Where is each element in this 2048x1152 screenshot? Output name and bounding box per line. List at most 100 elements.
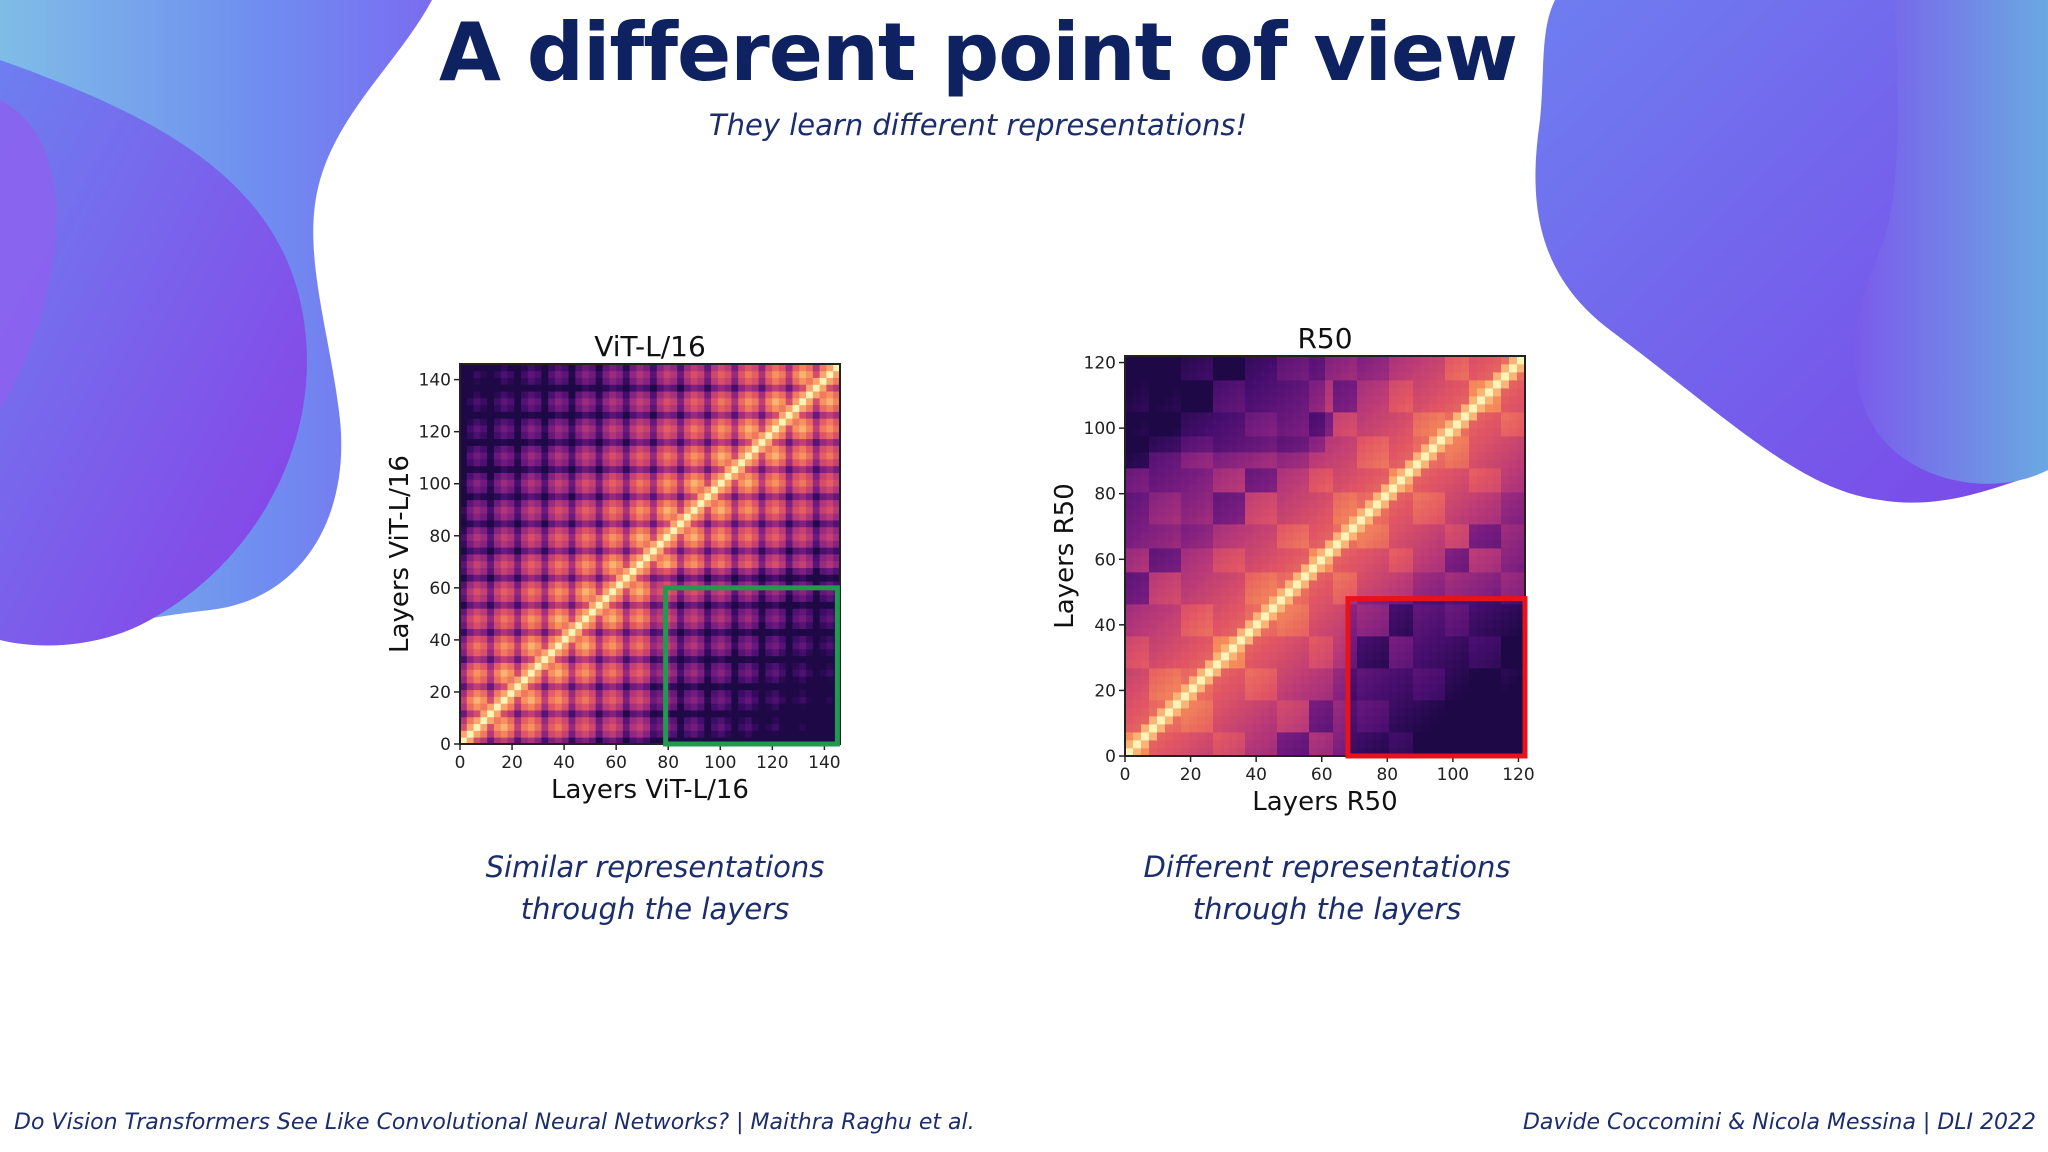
heatmap-cell [704, 391, 712, 399]
heatmap-cell [683, 425, 692, 433]
heatmap-cell [473, 608, 481, 616]
heatmap-cell [792, 689, 800, 697]
heatmap-cell [561, 621, 569, 630]
heatmap-cell [819, 479, 827, 487]
heatmap-cell [1221, 564, 1230, 573]
heatmap-cell [717, 438, 726, 446]
heatmap-cell [765, 703, 773, 711]
heatmap-cell [588, 682, 597, 691]
heatmap-cell [548, 431, 556, 440]
heatmap-cell [1157, 564, 1166, 573]
heatmap-cell [555, 472, 563, 480]
heatmap-cell [1341, 668, 1350, 677]
heatmap-cell [745, 574, 753, 582]
heatmap-cell [622, 452, 631, 460]
heatmap-cell [1221, 372, 1230, 381]
heatmap-cell [731, 506, 739, 514]
heatmap-cell [1389, 732, 1398, 741]
heatmap-cell [568, 391, 576, 399]
heatmap-cell [568, 642, 576, 650]
heatmap-cell [1165, 452, 1174, 461]
heatmap-cell [568, 404, 576, 412]
heatmap-cell [629, 404, 637, 412]
heatmap-cell [1293, 548, 1302, 557]
heatmap-cell [575, 533, 583, 541]
heatmap-cell [636, 540, 644, 548]
heatmap-cell [541, 391, 549, 399]
heatmap-cell [826, 703, 834, 711]
heatmap-cell [690, 730, 698, 738]
heatmap-cell [1205, 580, 1214, 589]
heatmap-cell [711, 587, 719, 596]
heatmap-cell [792, 716, 800, 725]
heatmap-cell [561, 716, 569, 725]
heatmap-cell [1397, 628, 1406, 637]
heatmap-cell [690, 628, 698, 636]
heatmap-cell [480, 547, 488, 555]
heatmap-cell [534, 418, 542, 426]
heatmap-cell [1357, 564, 1366, 573]
heatmap-cell [622, 696, 631, 704]
heatmap-cell [1245, 740, 1254, 749]
heatmap-cell [704, 472, 712, 480]
heatmap-cell [799, 730, 807, 738]
heatmap-cell [480, 628, 488, 636]
heatmap-cell [656, 608, 664, 616]
heatmap-cell [1189, 732, 1198, 741]
heatmap-cell [480, 669, 488, 677]
heatmap-cell [466, 526, 474, 535]
heatmap-cell [575, 513, 583, 521]
heatmap-cell [622, 404, 631, 412]
heatmap-cell [670, 391, 678, 399]
heatmap-cell [799, 431, 807, 440]
heatmap-cell [636, 601, 644, 609]
heatmap-cell [772, 370, 780, 378]
heatmap-cell [1397, 444, 1406, 453]
heatmap-cell [819, 703, 827, 711]
heatmap-cell [833, 418, 841, 426]
heatmap-cell [1261, 676, 1270, 685]
heatmap-cell [629, 526, 637, 535]
heatmap-cell [663, 384, 671, 392]
heatmap-cell [1285, 700, 1294, 709]
heatmap-cell [1237, 540, 1246, 549]
heatmap-cell [1365, 524, 1374, 533]
heatmap-cell [833, 581, 841, 589]
heatmap-cell [717, 431, 726, 440]
heatmap-cell [1253, 572, 1262, 581]
heatmap-cell [575, 411, 583, 419]
heatmap-cell [582, 465, 590, 473]
heatmap-cell [826, 567, 834, 575]
heatmap-cell [751, 574, 759, 582]
heatmap-cell [697, 737, 705, 745]
heatmap-cell [1341, 468, 1350, 477]
heatmap-cell [480, 540, 488, 548]
heatmap-cell [1229, 444, 1238, 453]
heatmap-cell [1341, 724, 1350, 733]
heatmap-cell [1197, 692, 1206, 701]
heatmap-cell [568, 431, 576, 440]
heatmap-cell [656, 716, 664, 725]
heatmap-cell [534, 662, 542, 670]
heatmap-cell [534, 696, 542, 704]
heatmap-cell [785, 560, 793, 568]
heatmap-cell [697, 554, 705, 562]
heatmap-cell [1301, 436, 1310, 445]
heatmap-cell [731, 703, 739, 711]
heatmap-cell [493, 370, 502, 378]
heatmap-cell [819, 397, 827, 406]
heatmap-cell [738, 696, 746, 704]
heatmap-cell [1269, 660, 1278, 669]
heatmap-cell [1357, 420, 1366, 429]
heatmap-cell [609, 594, 617, 602]
heatmap-cell [1293, 716, 1302, 725]
heatmap-cell [527, 397, 536, 406]
heatmap-cell [799, 377, 807, 385]
heatmap-cell [1205, 484, 1214, 493]
heatmap-cell [663, 554, 671, 562]
heatmap-cell [548, 594, 556, 602]
heatmap-cell [758, 649, 766, 657]
heatmap-cell [1285, 420, 1294, 429]
heatmap-cell [751, 540, 759, 548]
heatmap-cell [1405, 700, 1414, 709]
